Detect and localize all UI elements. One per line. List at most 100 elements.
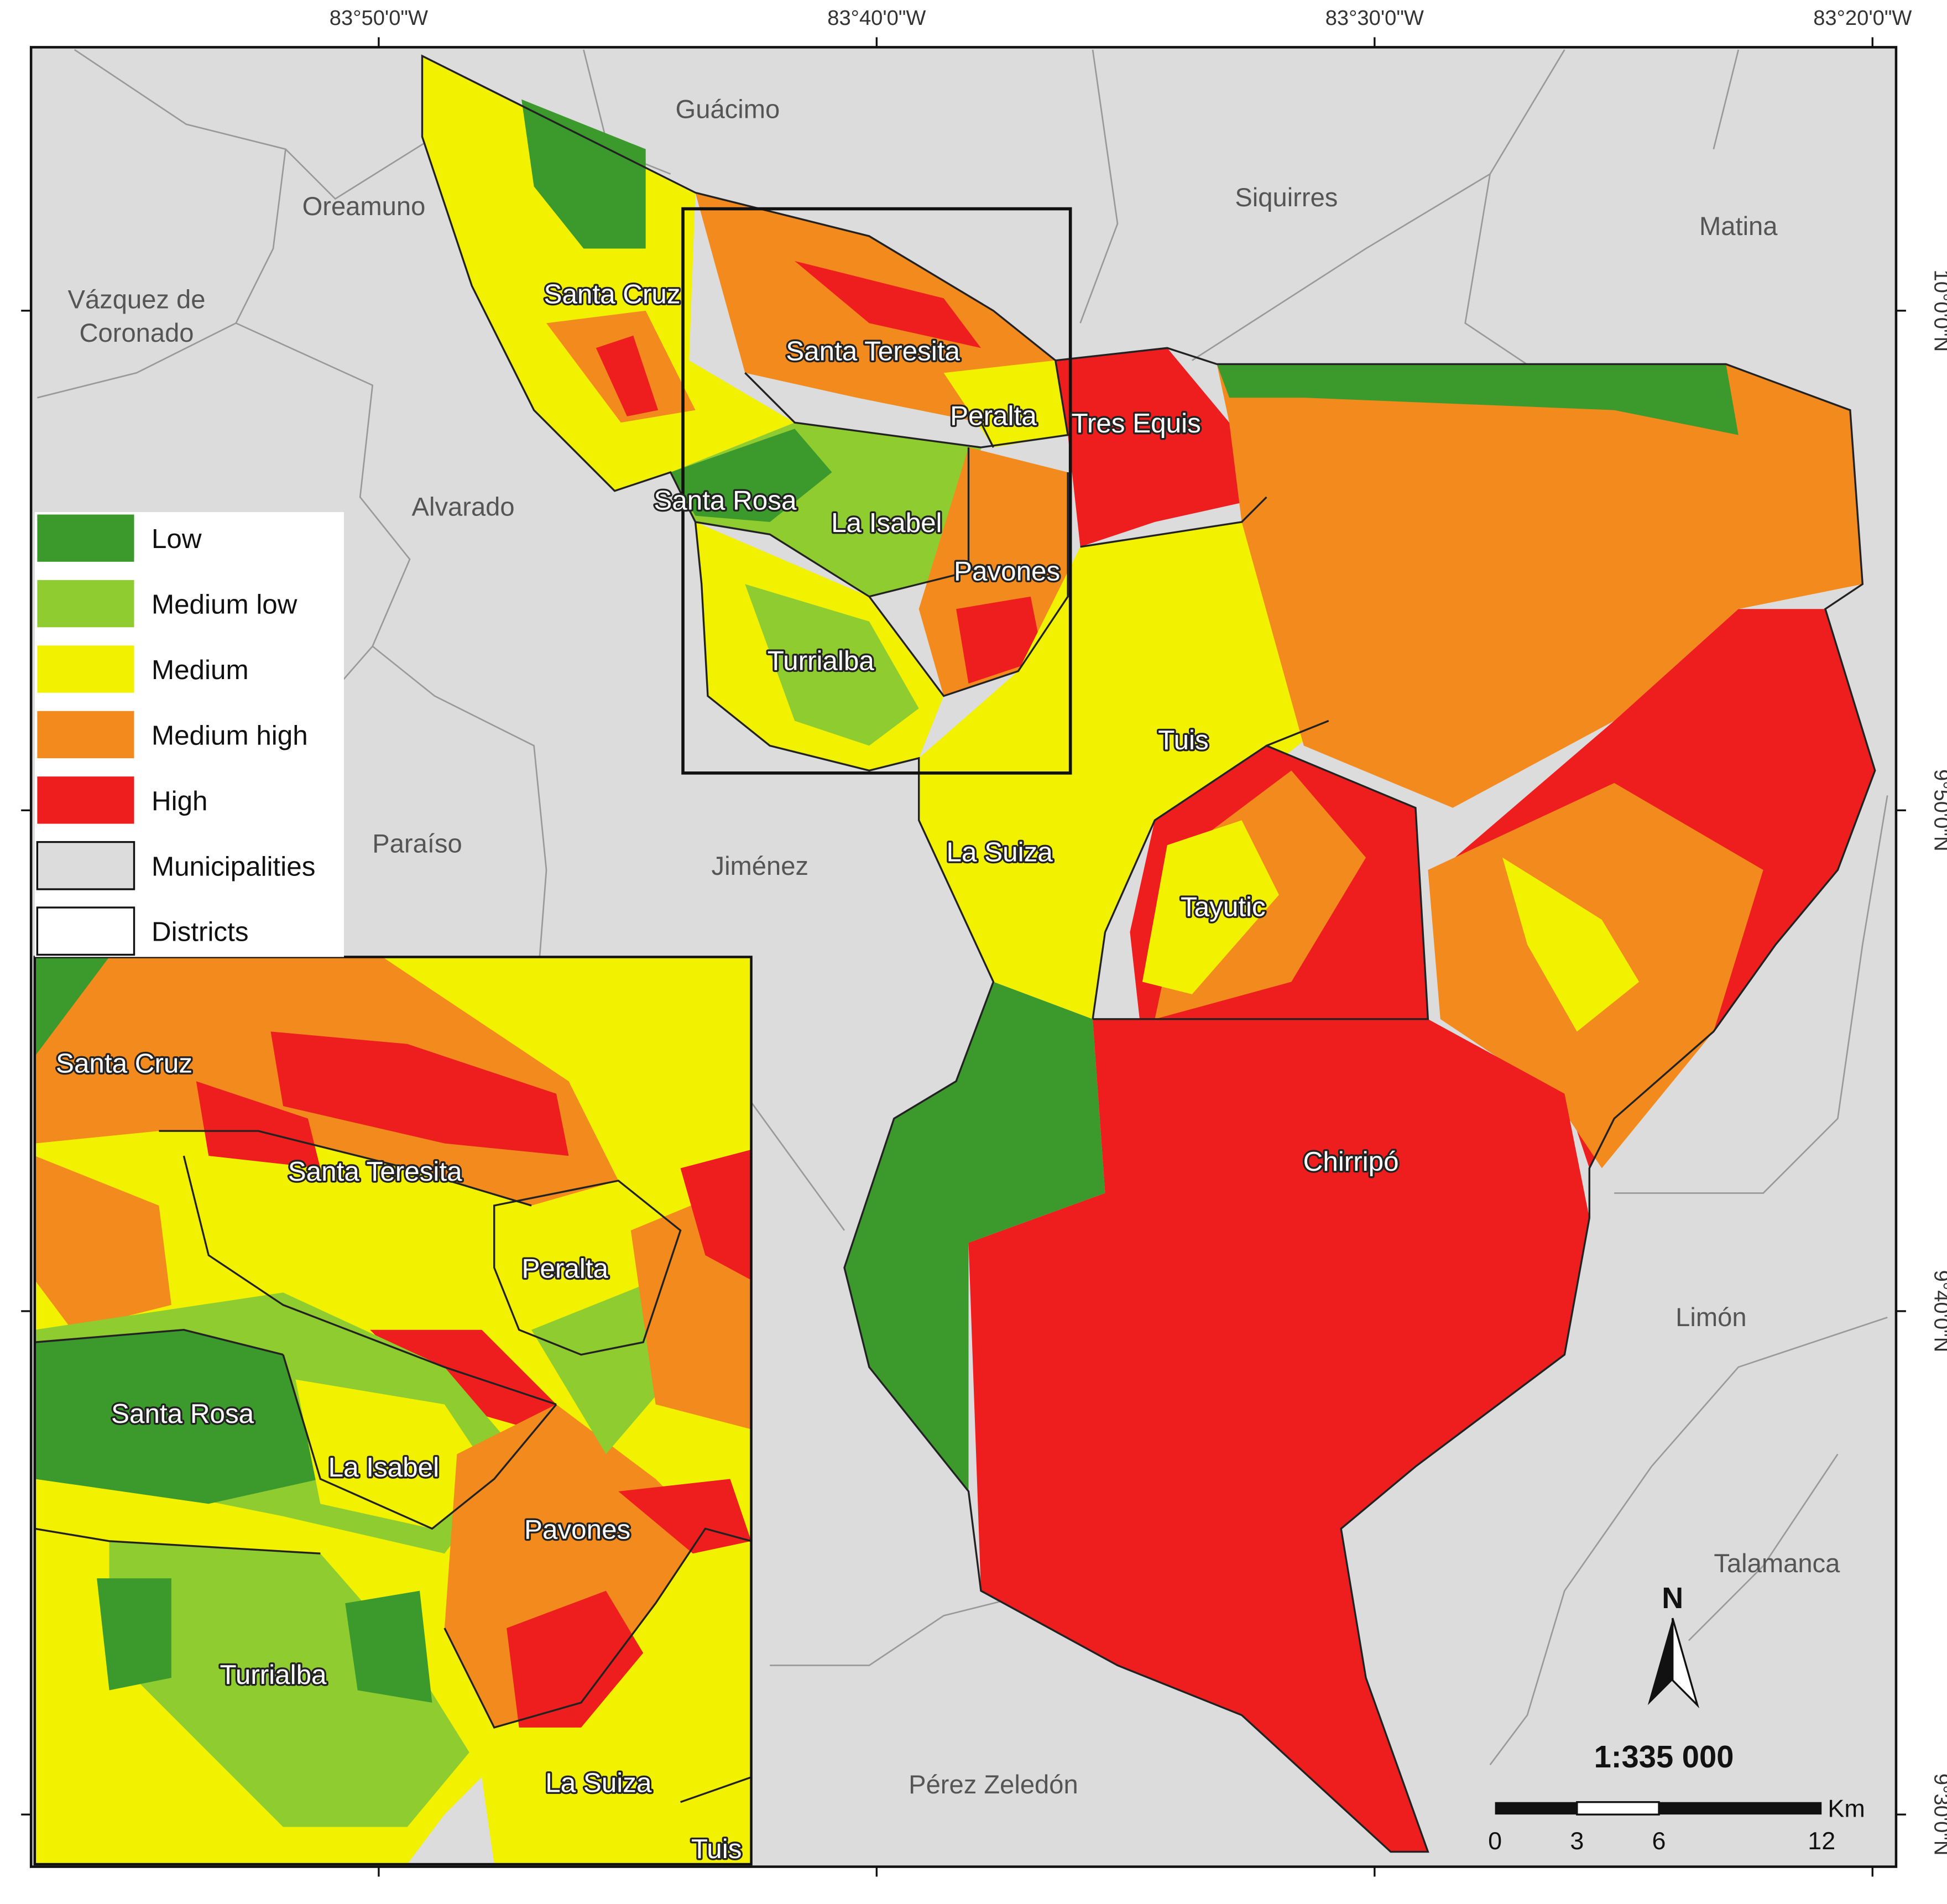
municipality-label: Guácimo [676,94,780,123]
graticule-ticks [21,37,1906,1877]
inset-low [97,1578,171,1691]
inset-district-label: Pavones [524,1514,630,1545]
inset-district-label: Peralta [521,1253,608,1284]
legend: Low Medium low Medium Medium high High Munici… [34,512,344,957]
north-label: N [1662,1582,1683,1615]
area-tuis-la-suiza [918,521,1329,1019]
inset-frame [33,956,753,1866]
arrow-right [1672,1618,1700,1709]
municipality-label: Matina [1699,211,1778,241]
longitude-label: 83°40'0"W [827,6,926,30]
legend-swatch [37,645,134,693]
municipality-label: Vázquez de [68,284,206,314]
area-high [956,596,1043,684]
scale-tick: 3 [1570,1827,1584,1855]
legend-swatch [37,580,134,628]
inset-high [618,1479,751,1554]
inset-medium-low [531,1280,681,1454]
scale-segment [1576,1801,1660,1816]
legend-label: Districts [152,917,249,947]
district-label: Turrialba [768,645,875,676]
district-label: La Suiza [947,837,1053,867]
inset-la-isabel [295,1379,494,1529]
scale-tick: 6 [1652,1827,1666,1855]
legend-label: Medium high [152,720,308,750]
coordinate-labels: 83°50'0"W 83°40'0"W 83°30'0"W 83°20'0"W … [21,6,1947,1877]
inset-high [507,1590,644,1728]
inset-labels: Santa Cruz Santa Teresita Peralta Santa … [54,1046,744,1866]
legend-label: Medium [152,655,249,685]
inset-municipality [407,1777,494,1865]
longitude-label: 83°50'0"W [330,6,428,30]
latitude-label: 9°40'0"N [1930,1270,1947,1353]
legend-label: Medium low [152,590,297,620]
municipality-label: Jiménez [712,851,809,880]
latitude-label: 9°50'0"N [1930,769,1947,852]
district-label: La Isabel [831,508,942,538]
inset-low [345,1590,432,1703]
inset-extent [681,207,1072,775]
municipality-label: Siquirres [1235,182,1338,212]
legend-swatch [37,711,134,759]
legend-swatch [36,841,135,890]
district-label: Pavones [954,556,1060,587]
area-tres-equis [1055,348,1267,547]
inset-district-label: La Suiza [545,1768,652,1798]
legend-label: Low [152,524,202,554]
area-santa-rosa [670,429,832,522]
inset-district-label: Tuis [691,1834,742,1864]
district-label: Chirripó [1303,1146,1399,1177]
municipality-label: Coronado [79,318,194,347]
scale-tick: 12 [1808,1827,1835,1855]
legend-swatch [37,776,134,824]
longitude-label: 83°30'0"W [1325,6,1424,30]
municipality-label: Alvarado [412,492,515,521]
area-high [596,335,659,416]
district-labels: Santa Cruz Santa Teresita Peralta Tres E… [542,277,1401,1178]
inset-district-label: Santa Rosa [111,1399,254,1429]
longitude-label: 83°20'0"W [1813,6,1912,30]
area-low [1217,364,1739,435]
district-label: Peralta [950,401,1037,431]
area-high [795,260,981,348]
legend-swatch [36,906,135,956]
inset-high [196,1081,321,1169]
area-northeast [1217,364,1863,808]
inset-high [270,1031,569,1156]
inset-district-label: La Isabel [328,1452,439,1483]
area-medium [1142,820,1279,994]
municipality-label: Paraíso [372,829,462,858]
municipality-label: Oreamuno [302,191,426,221]
legend-label: High [152,786,208,816]
inset-district-label: Turrialba [220,1660,327,1690]
legend-swatch [37,514,134,562]
district-label: Santa Cruz [544,279,681,309]
scale-unit: Km [1828,1795,1865,1823]
study-area [421,54,1876,1853]
scale: 1:335 000 0 3 6 12 Km [1488,1739,1865,1855]
district-label: Santa Teresita [786,336,960,367]
area-medium [1502,857,1640,1032]
inset-district-label: Santa Teresita [288,1156,462,1187]
municipality-label: Limón [1675,1302,1746,1332]
area-low [521,99,646,249]
district-label: Santa Rosa [654,485,797,515]
inset-district-label: Santa Cruz [56,1048,192,1078]
scale-tick: 0 [1488,1827,1502,1855]
district-label: Tayutic [1181,891,1266,922]
latitude-label: 10°0'0"N [1930,270,1947,352]
inset-high [680,1149,751,1280]
inset-turrialba [109,1541,469,1827]
scale-segment [1659,1802,1822,1815]
municipality-label: Talamanca [1714,1548,1840,1578]
area-santa-cruz [422,56,795,491]
inset-medium-high [34,1156,171,1330]
scale-ratio: 1:335 000 [1594,1739,1734,1774]
inset-map [33,956,753,1866]
inset-low [34,1329,321,1504]
municipality-labels: Guácimo Oreamuno Siquirres Matina Vázque… [68,94,1841,1799]
area-medium-low [745,584,919,746]
area-peralta [943,360,1068,448]
